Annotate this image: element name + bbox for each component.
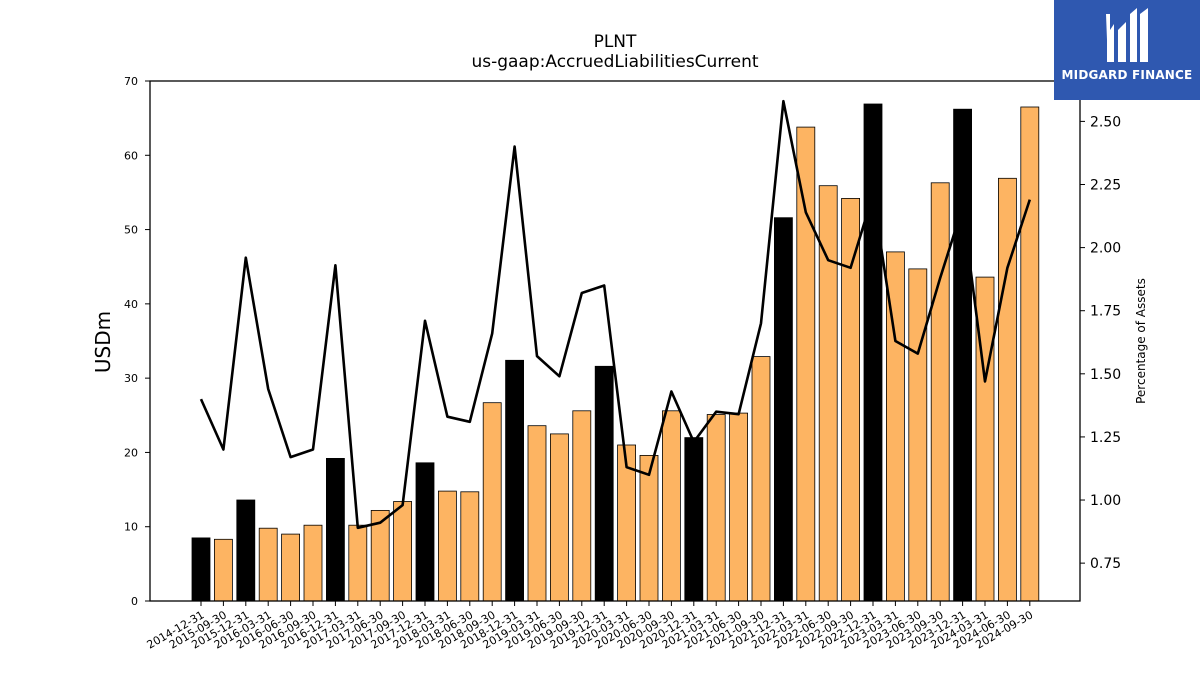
bar bbox=[908, 268, 928, 602]
bar bbox=[550, 433, 569, 602]
y-tick-label: 60 bbox=[124, 149, 138, 162]
bar bbox=[415, 462, 435, 602]
y2-axis-label: Percentage of Assets bbox=[1134, 278, 1148, 404]
y2-tick-label: 1.25 bbox=[1090, 430, 1121, 446]
bar bbox=[594, 365, 614, 602]
y2-tick-label: 0.75 bbox=[1090, 556, 1121, 572]
y2-tick-label: 2.25 bbox=[1090, 177, 1121, 193]
y-tick-label: 50 bbox=[124, 224, 138, 237]
y-tick-label: 20 bbox=[124, 446, 138, 459]
bar bbox=[303, 524, 323, 602]
bar bbox=[774, 217, 793, 602]
series-line bbox=[199, 99, 1032, 530]
y-tick-label: 30 bbox=[124, 372, 138, 385]
bar bbox=[684, 437, 704, 602]
y-tick-label: 10 bbox=[124, 521, 138, 534]
bar bbox=[482, 402, 502, 602]
bar bbox=[930, 182, 950, 602]
logo-text: MIDGARD FINANCE bbox=[1061, 68, 1193, 82]
bar bbox=[751, 356, 771, 602]
midgard-finance-logo: MIDGARD FINANCE bbox=[1054, 0, 1200, 100]
bar bbox=[258, 527, 278, 602]
chart-subtitle: us-gaap:AccruedLiabilitiesCurrent bbox=[471, 52, 759, 72]
y2-tick-label: 1.50 bbox=[1090, 367, 1121, 383]
bar bbox=[639, 454, 659, 602]
bar bbox=[325, 457, 345, 602]
bar bbox=[662, 410, 681, 602]
bar bbox=[729, 412, 748, 602]
bar bbox=[863, 103, 883, 602]
bar bbox=[348, 524, 368, 602]
bar bbox=[213, 538, 233, 602]
y-tick-label: 0 bbox=[131, 595, 138, 608]
bar bbox=[572, 410, 592, 602]
y2-tick-label: 1.00 bbox=[1090, 493, 1121, 509]
bar bbox=[706, 414, 726, 602]
bar bbox=[527, 425, 547, 602]
bar bbox=[796, 126, 816, 602]
bar bbox=[393, 501, 413, 602]
bar bbox=[505, 359, 525, 602]
y-tick-label: 40 bbox=[124, 298, 138, 311]
bar bbox=[953, 108, 972, 602]
y-tick-label: 70 bbox=[124, 75, 138, 88]
bar bbox=[841, 197, 860, 602]
chart-title: PLNT bbox=[593, 32, 637, 52]
bar bbox=[281, 533, 301, 602]
y-axis-label: USDm bbox=[91, 311, 115, 373]
plot-frame bbox=[149, 80, 1081, 602]
bar bbox=[1020, 106, 1040, 602]
bar bbox=[437, 490, 457, 602]
y2-tick-label: 2.00 bbox=[1090, 241, 1121, 257]
bar bbox=[191, 537, 211, 602]
bar bbox=[460, 491, 480, 602]
y2-tick-label: 1.75 bbox=[1090, 304, 1121, 320]
y2-tick-label: 2.50 bbox=[1090, 114, 1121, 130]
logo-mark-icon bbox=[1106, 8, 1148, 62]
bar bbox=[236, 499, 256, 602]
bar bbox=[998, 177, 1017, 602]
